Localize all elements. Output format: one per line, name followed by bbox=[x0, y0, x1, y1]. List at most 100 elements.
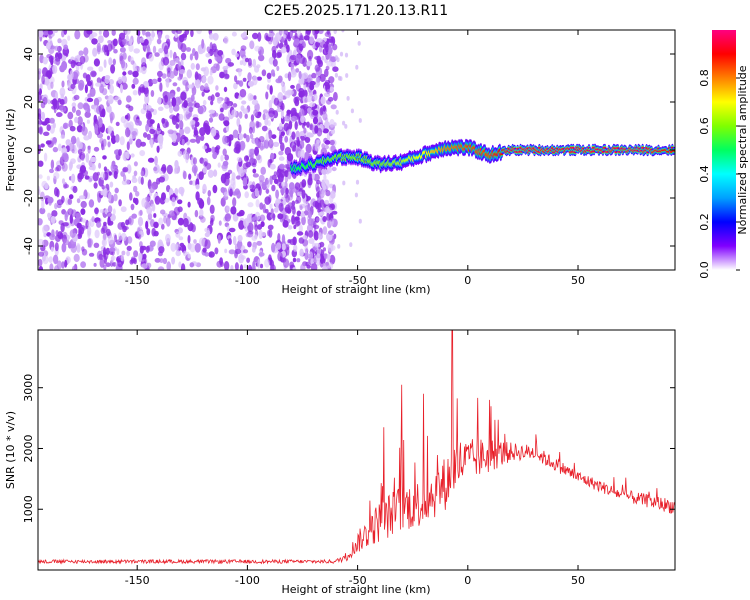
noise-blob bbox=[299, 248, 304, 257]
noise-blob bbox=[280, 131, 285, 136]
noise-blob bbox=[110, 64, 116, 74]
noise-blob bbox=[260, 221, 265, 228]
noise-blob bbox=[307, 177, 313, 186]
noise-blob bbox=[283, 34, 287, 39]
noise-blob bbox=[136, 35, 141, 45]
noise-blob bbox=[268, 138, 274, 149]
noise-blob bbox=[132, 70, 139, 78]
noise-blob bbox=[174, 57, 180, 64]
noise-blob bbox=[283, 258, 290, 269]
noise-blob bbox=[129, 35, 134, 43]
noise-blob bbox=[154, 195, 161, 205]
noise-blob bbox=[63, 96, 68, 105]
noise-blob bbox=[313, 227, 317, 237]
noise-blob bbox=[124, 114, 129, 120]
noise-blob bbox=[312, 220, 317, 229]
noise-blob bbox=[289, 261, 295, 269]
noise-blob bbox=[70, 135, 77, 145]
noise-blob bbox=[145, 105, 152, 110]
noise-blob bbox=[217, 50, 224, 56]
noise-blob bbox=[253, 109, 258, 117]
noise-blob bbox=[344, 124, 348, 129]
noise-blob bbox=[151, 78, 158, 84]
noise-blob bbox=[268, 99, 273, 110]
noise-blob bbox=[70, 158, 76, 165]
noise-blob bbox=[169, 49, 173, 59]
noise-blob bbox=[63, 30, 68, 35]
snr-x-ticks: -150 -100 -50 0 50 bbox=[125, 330, 585, 587]
noise-blob bbox=[198, 237, 206, 247]
noise-blob bbox=[86, 238, 94, 247]
noise-blob bbox=[241, 100, 247, 105]
noise-blob bbox=[194, 102, 200, 109]
noise-blob bbox=[238, 68, 242, 77]
noise-blob bbox=[269, 203, 273, 209]
noise-blob bbox=[202, 75, 207, 84]
noise-blob bbox=[154, 52, 160, 57]
noise-blob bbox=[300, 115, 305, 124]
noise-blob bbox=[46, 42, 51, 50]
noise-blob bbox=[130, 203, 135, 211]
noise-blob bbox=[126, 236, 133, 244]
noise-blob bbox=[179, 127, 185, 136]
noise-blob bbox=[189, 53, 193, 61]
noise-blob bbox=[294, 182, 300, 190]
noise-blob bbox=[242, 177, 248, 187]
noise-blob bbox=[238, 168, 245, 178]
noise-blob bbox=[296, 136, 300, 147]
noise-blob bbox=[215, 85, 219, 91]
noise-blob bbox=[161, 73, 167, 79]
noise-blob bbox=[286, 152, 294, 162]
noise-blob bbox=[157, 133, 164, 144]
spectrogram-x-ticks: -150 -100 -50 0 50 bbox=[125, 30, 585, 287]
noise-blob bbox=[184, 30, 190, 36]
noise-blob bbox=[122, 39, 128, 46]
noise-blob bbox=[65, 139, 71, 146]
noise-blob bbox=[38, 251, 45, 257]
noise-blob bbox=[99, 258, 105, 268]
noise-blob bbox=[103, 247, 107, 258]
noise-blob bbox=[73, 253, 80, 263]
noise-blob bbox=[90, 70, 97, 78]
noise-blob bbox=[48, 256, 53, 263]
noise-blob bbox=[296, 45, 303, 54]
noise-blob bbox=[208, 58, 212, 64]
noise-blob bbox=[287, 171, 292, 180]
noise-blob bbox=[314, 30, 318, 40]
noise-blob bbox=[245, 232, 251, 238]
noise-blob bbox=[99, 83, 104, 94]
noise-blob bbox=[230, 265, 234, 270]
noise-blob bbox=[102, 239, 106, 247]
noise-blob bbox=[213, 169, 218, 177]
noise-blob bbox=[253, 95, 257, 101]
noise-blob bbox=[271, 134, 277, 140]
noise-blob bbox=[120, 221, 126, 228]
noise-blob bbox=[284, 115, 290, 121]
x-tick-label: 0 bbox=[464, 574, 471, 587]
noise-blob bbox=[52, 146, 59, 153]
noise-blob bbox=[140, 170, 145, 177]
noise-blob bbox=[158, 217, 164, 226]
x-tick-label: -100 bbox=[235, 574, 260, 587]
noise-blob bbox=[200, 134, 205, 141]
noise-blob bbox=[182, 170, 187, 180]
noise-blob bbox=[232, 235, 237, 246]
noise-blob bbox=[317, 59, 323, 68]
noise-blob bbox=[49, 233, 56, 241]
noise-blob bbox=[286, 129, 292, 136]
noise-blob bbox=[323, 174, 327, 182]
noise-blob bbox=[178, 261, 182, 268]
noise-blob bbox=[163, 45, 169, 55]
noise-blob bbox=[233, 82, 238, 90]
noise-blob bbox=[139, 209, 143, 216]
snr-line bbox=[38, 330, 675, 565]
noise-blob bbox=[133, 257, 137, 265]
noise-blob bbox=[231, 109, 238, 117]
noise-blob bbox=[292, 257, 297, 263]
noise-blob bbox=[180, 263, 186, 270]
noise-blob bbox=[219, 71, 225, 79]
noise-blob bbox=[228, 238, 232, 245]
noise-blob bbox=[61, 152, 68, 161]
noise-blob bbox=[47, 99, 51, 105]
noise-blob bbox=[257, 32, 262, 42]
